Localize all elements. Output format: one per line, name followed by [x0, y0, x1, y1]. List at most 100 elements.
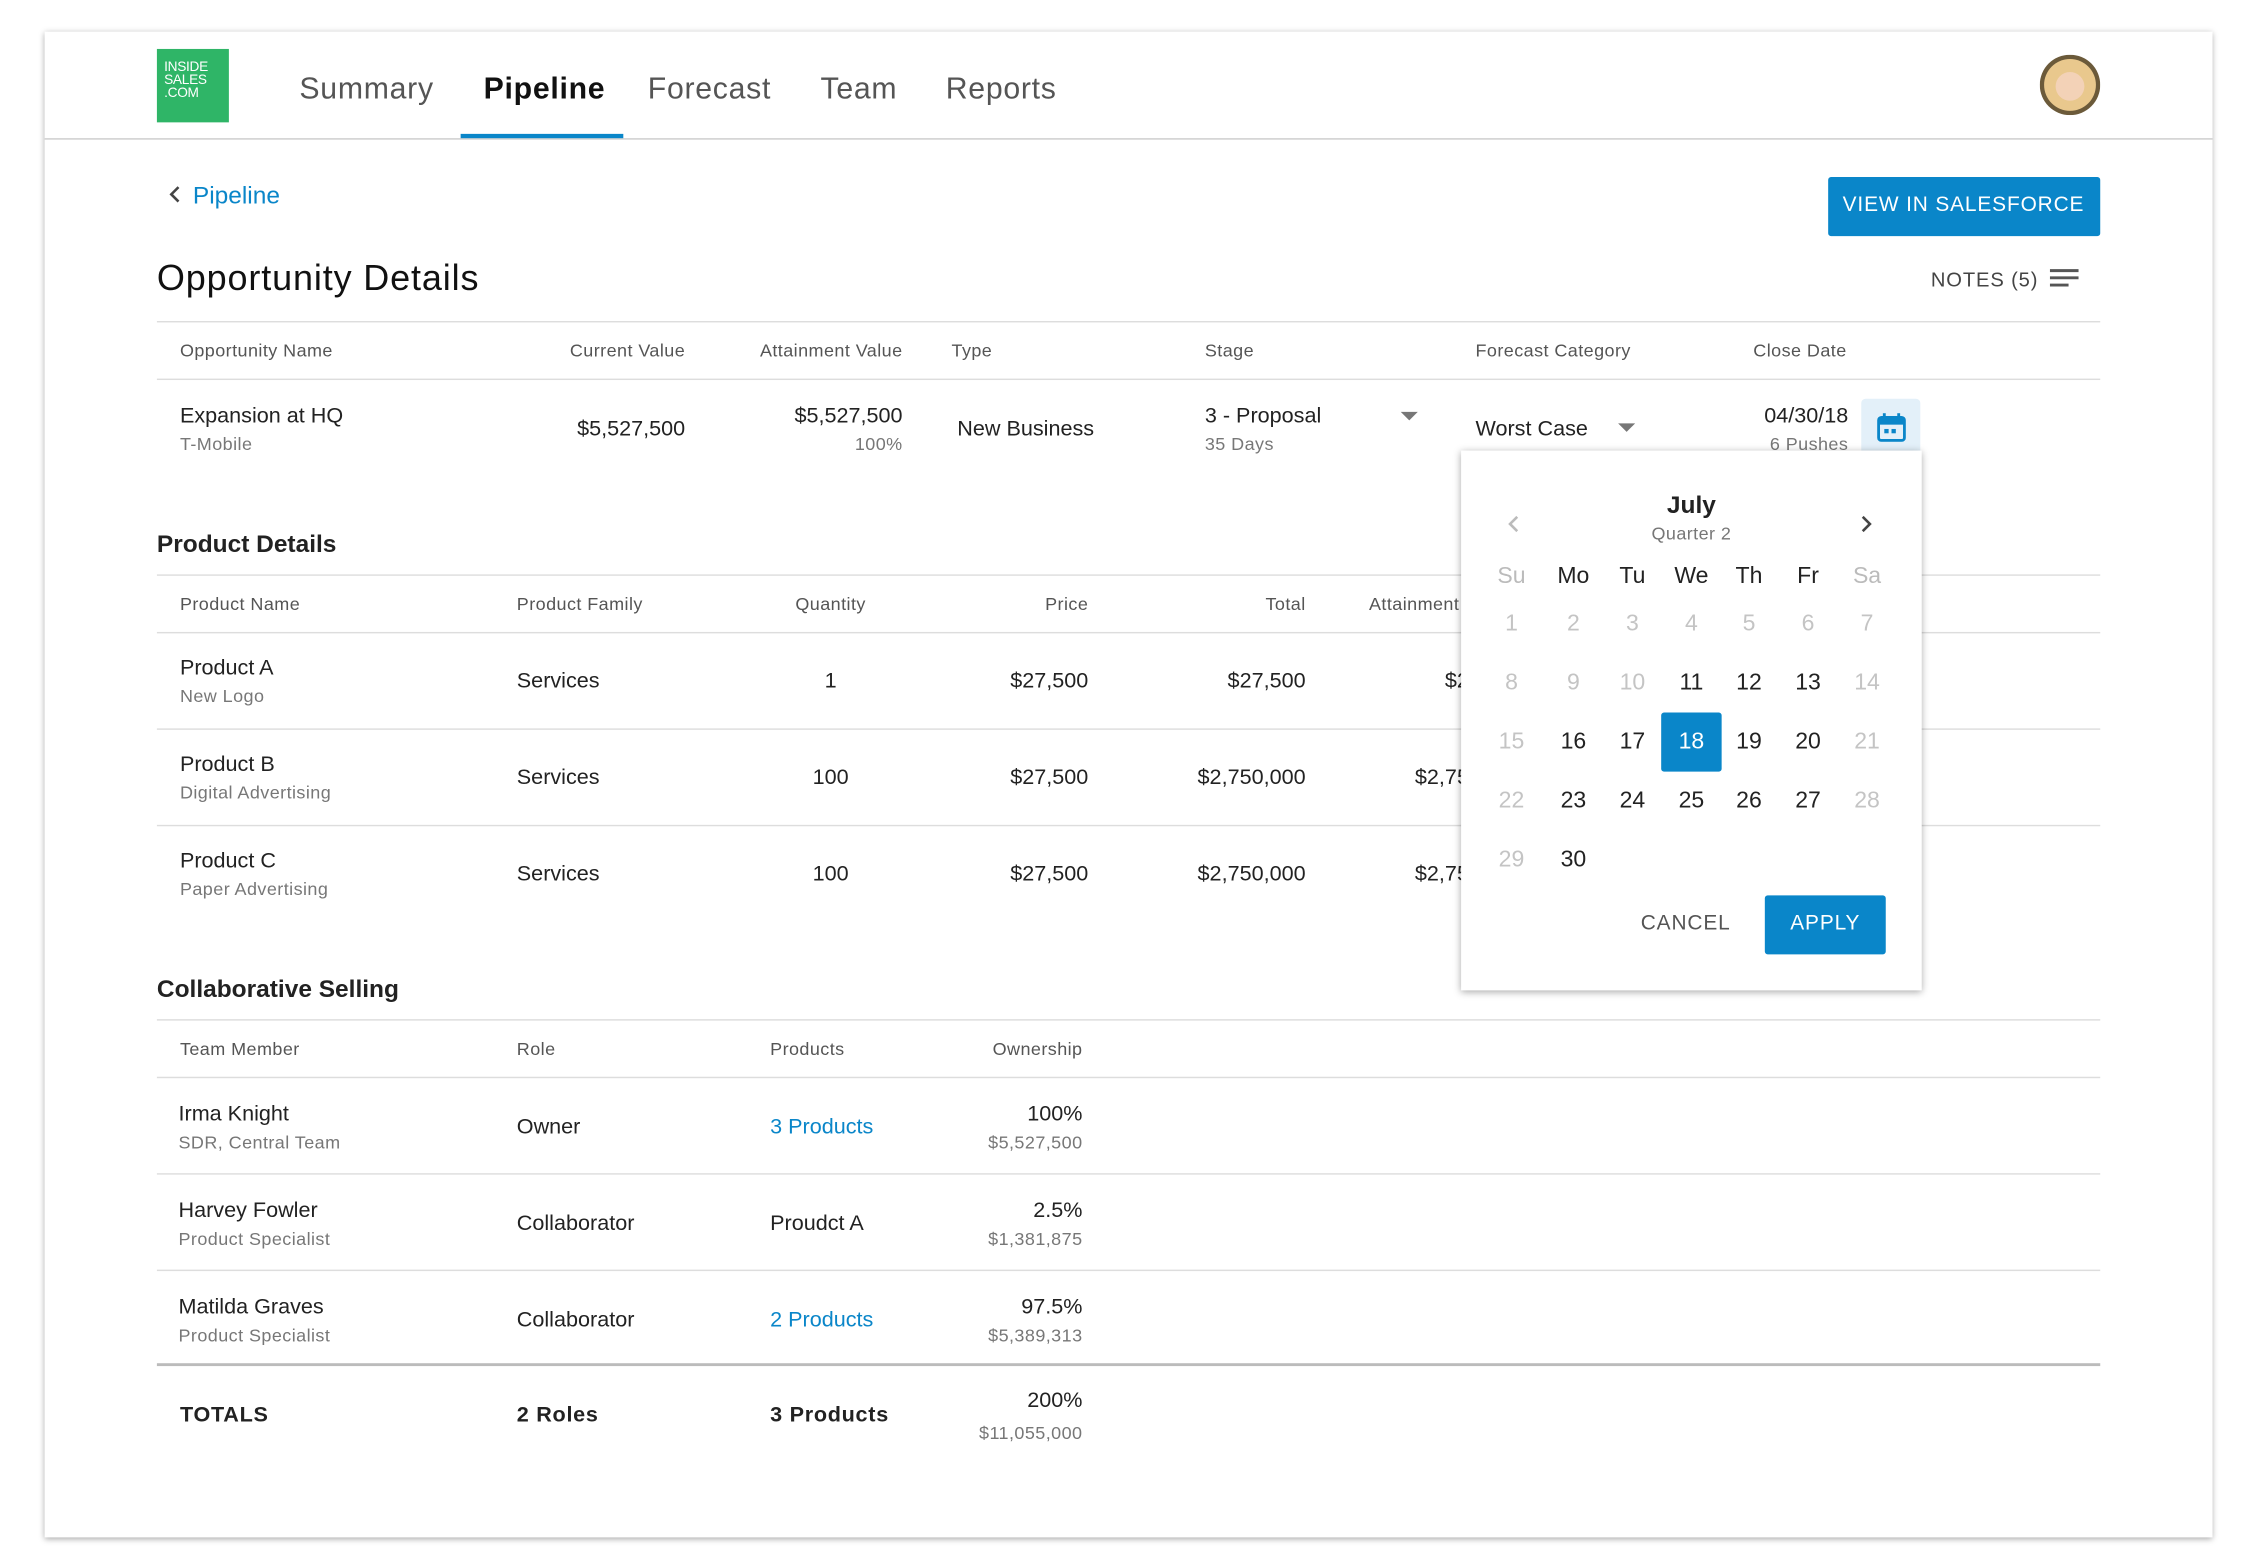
- stage-dropdown-arrow[interactable]: [1400, 411, 1418, 424]
- column-header: Stage: [1204, 340, 1255, 361]
- active-tab-underline: [460, 133, 624, 139]
- weekday: Sa: [1852, 564, 1882, 589]
- quarter: Quarter 2: [1651, 523, 1732, 544]
- apply-label[interactable]: APPLY: [1790, 912, 1861, 936]
- cell-sub: Product Specialist: [178, 1325, 331, 1346]
- day[interactable]: 17: [1619, 729, 1646, 755]
- next-month[interactable]: [1860, 514, 1874, 534]
- selected-day: [1661, 712, 1722, 772]
- cell: Collaborator: [516, 1211, 635, 1236]
- divider: [156, 321, 2101, 323]
- back-chevron[interactable]: [167, 184, 181, 204]
- calendar-button[interactable]: [1861, 398, 1921, 457]
- day: 8: [1505, 670, 1518, 696]
- cell: $27,500: [1010, 861, 1089, 887]
- weekday: Su: [1497, 564, 1526, 589]
- nav-tab[interactable]: Summary: [299, 72, 434, 106]
- cell: 1: [824, 668, 837, 694]
- column-header: Current Value: [569, 340, 686, 361]
- nav-tab[interactable]: Forecast: [647, 72, 772, 106]
- cell: 04/30/18: [1764, 403, 1849, 429]
- logo[interactable]: [156, 48, 229, 123]
- cell: $5,527,500: [794, 403, 903, 429]
- day: 2: [1566, 611, 1580, 637]
- cell: $27,500: [1227, 668, 1306, 694]
- divider: [156, 574, 2101, 576]
- column-header: Quantity: [795, 594, 866, 615]
- cancel-button[interactable]: CANCEL: [1640, 912, 1731, 936]
- divider: [156, 378, 2101, 381]
- divider: [156, 728, 2101, 730]
- day[interactable]: 27: [1795, 788, 1821, 814]
- day: 5: [1742, 611, 1756, 637]
- cell: $5,527,500: [577, 416, 686, 442]
- cell: Services: [516, 668, 600, 694]
- prev-month[interactable]: [1506, 514, 1520, 534]
- nav-divider: [44, 138, 2213, 140]
- column-header: Close Date: [1753, 340, 1847, 361]
- cell-sub: Paper Advertising: [179, 879, 329, 900]
- column-header: Type: [951, 340, 993, 361]
- divider: [156, 1019, 2101, 1021]
- section-title: Product Details: [156, 530, 337, 558]
- weekday: We: [1674, 564, 1709, 589]
- day[interactable]: 18: [1678, 729, 1705, 755]
- column-header: Products: [770, 1038, 845, 1060]
- cell-sub: Digital Advertising: [179, 782, 332, 803]
- notes-icon[interactable]: [2049, 268, 2079, 290]
- salesforce-button[interactable]: [1828, 177, 2101, 237]
- button-label[interactable]: VIEW IN SALESFORCE: [1842, 193, 2085, 218]
- day: 21: [1854, 729, 1880, 755]
- total-cell: 3 Products: [770, 1402, 889, 1428]
- divider: [156, 1076, 2101, 1079]
- column-header: Opportunity Name: [179, 340, 333, 361]
- day[interactable]: 26: [1736, 788, 1762, 814]
- day[interactable]: 19: [1736, 729, 1762, 755]
- cell: New Business: [957, 416, 1095, 442]
- weekday: Fr: [1797, 564, 1819, 589]
- cell: $27,500: [1010, 668, 1089, 694]
- cell: $27,500: [1010, 765, 1089, 790]
- day: 6: [1801, 611, 1815, 637]
- total-cell: 200%: [1027, 1388, 1083, 1413]
- cell: 97.5%: [1021, 1294, 1083, 1320]
- breadcrumb[interactable]: Pipeline: [192, 182, 280, 210]
- day: 22: [1498, 788, 1525, 814]
- day[interactable]: 16: [1560, 729, 1587, 755]
- page-title: Opportunity Details: [156, 258, 480, 299]
- cell-sub: 100%: [854, 434, 903, 455]
- total-cell: 2 Roles: [516, 1402, 599, 1428]
- cell: Product C: [179, 848, 276, 874]
- calendar-icon: [1877, 413, 1906, 442]
- cell: Services: [516, 861, 600, 887]
- forecast-dropdown-arrow[interactable]: [1617, 423, 1636, 435]
- cell: Product A: [179, 655, 274, 681]
- notes-link[interactable]: NOTES (5): [1930, 267, 2039, 291]
- cell[interactable]: 3 Products: [770, 1114, 874, 1140]
- nav-tab[interactable]: Team: [820, 72, 898, 106]
- day[interactable]: 30: [1560, 847, 1587, 873]
- cell: Owner: [516, 1114, 581, 1140]
- day[interactable]: 12: [1736, 670, 1762, 696]
- column-header: Total: [1265, 594, 1306, 615]
- day[interactable]: 13: [1795, 670, 1821, 696]
- divider: [156, 824, 2101, 827]
- day[interactable]: 23: [1560, 788, 1587, 814]
- nav-tab[interactable]: Reports: [945, 72, 1057, 106]
- cell: 2.5%: [1033, 1198, 1083, 1223]
- day[interactable]: 11: [1679, 670, 1704, 696]
- nav-tab[interactable]: Pipeline: [483, 72, 606, 106]
- column-header: Ownership: [992, 1038, 1083, 1060]
- avatar[interactable]: [2039, 54, 2101, 116]
- cell[interactable]: 2 Products: [770, 1307, 874, 1333]
- day[interactable]: 25: [1678, 788, 1705, 814]
- day: 29: [1498, 847, 1525, 873]
- logo-text: SALES: [164, 72, 207, 89]
- day: 15: [1498, 729, 1525, 755]
- weekday: Mo: [1557, 564, 1590, 589]
- day[interactable]: 20: [1795, 729, 1821, 755]
- day[interactable]: 24: [1619, 788, 1646, 814]
- cell: Matilda Graves: [178, 1294, 324, 1320]
- apply-button[interactable]: [1764, 895, 1886, 955]
